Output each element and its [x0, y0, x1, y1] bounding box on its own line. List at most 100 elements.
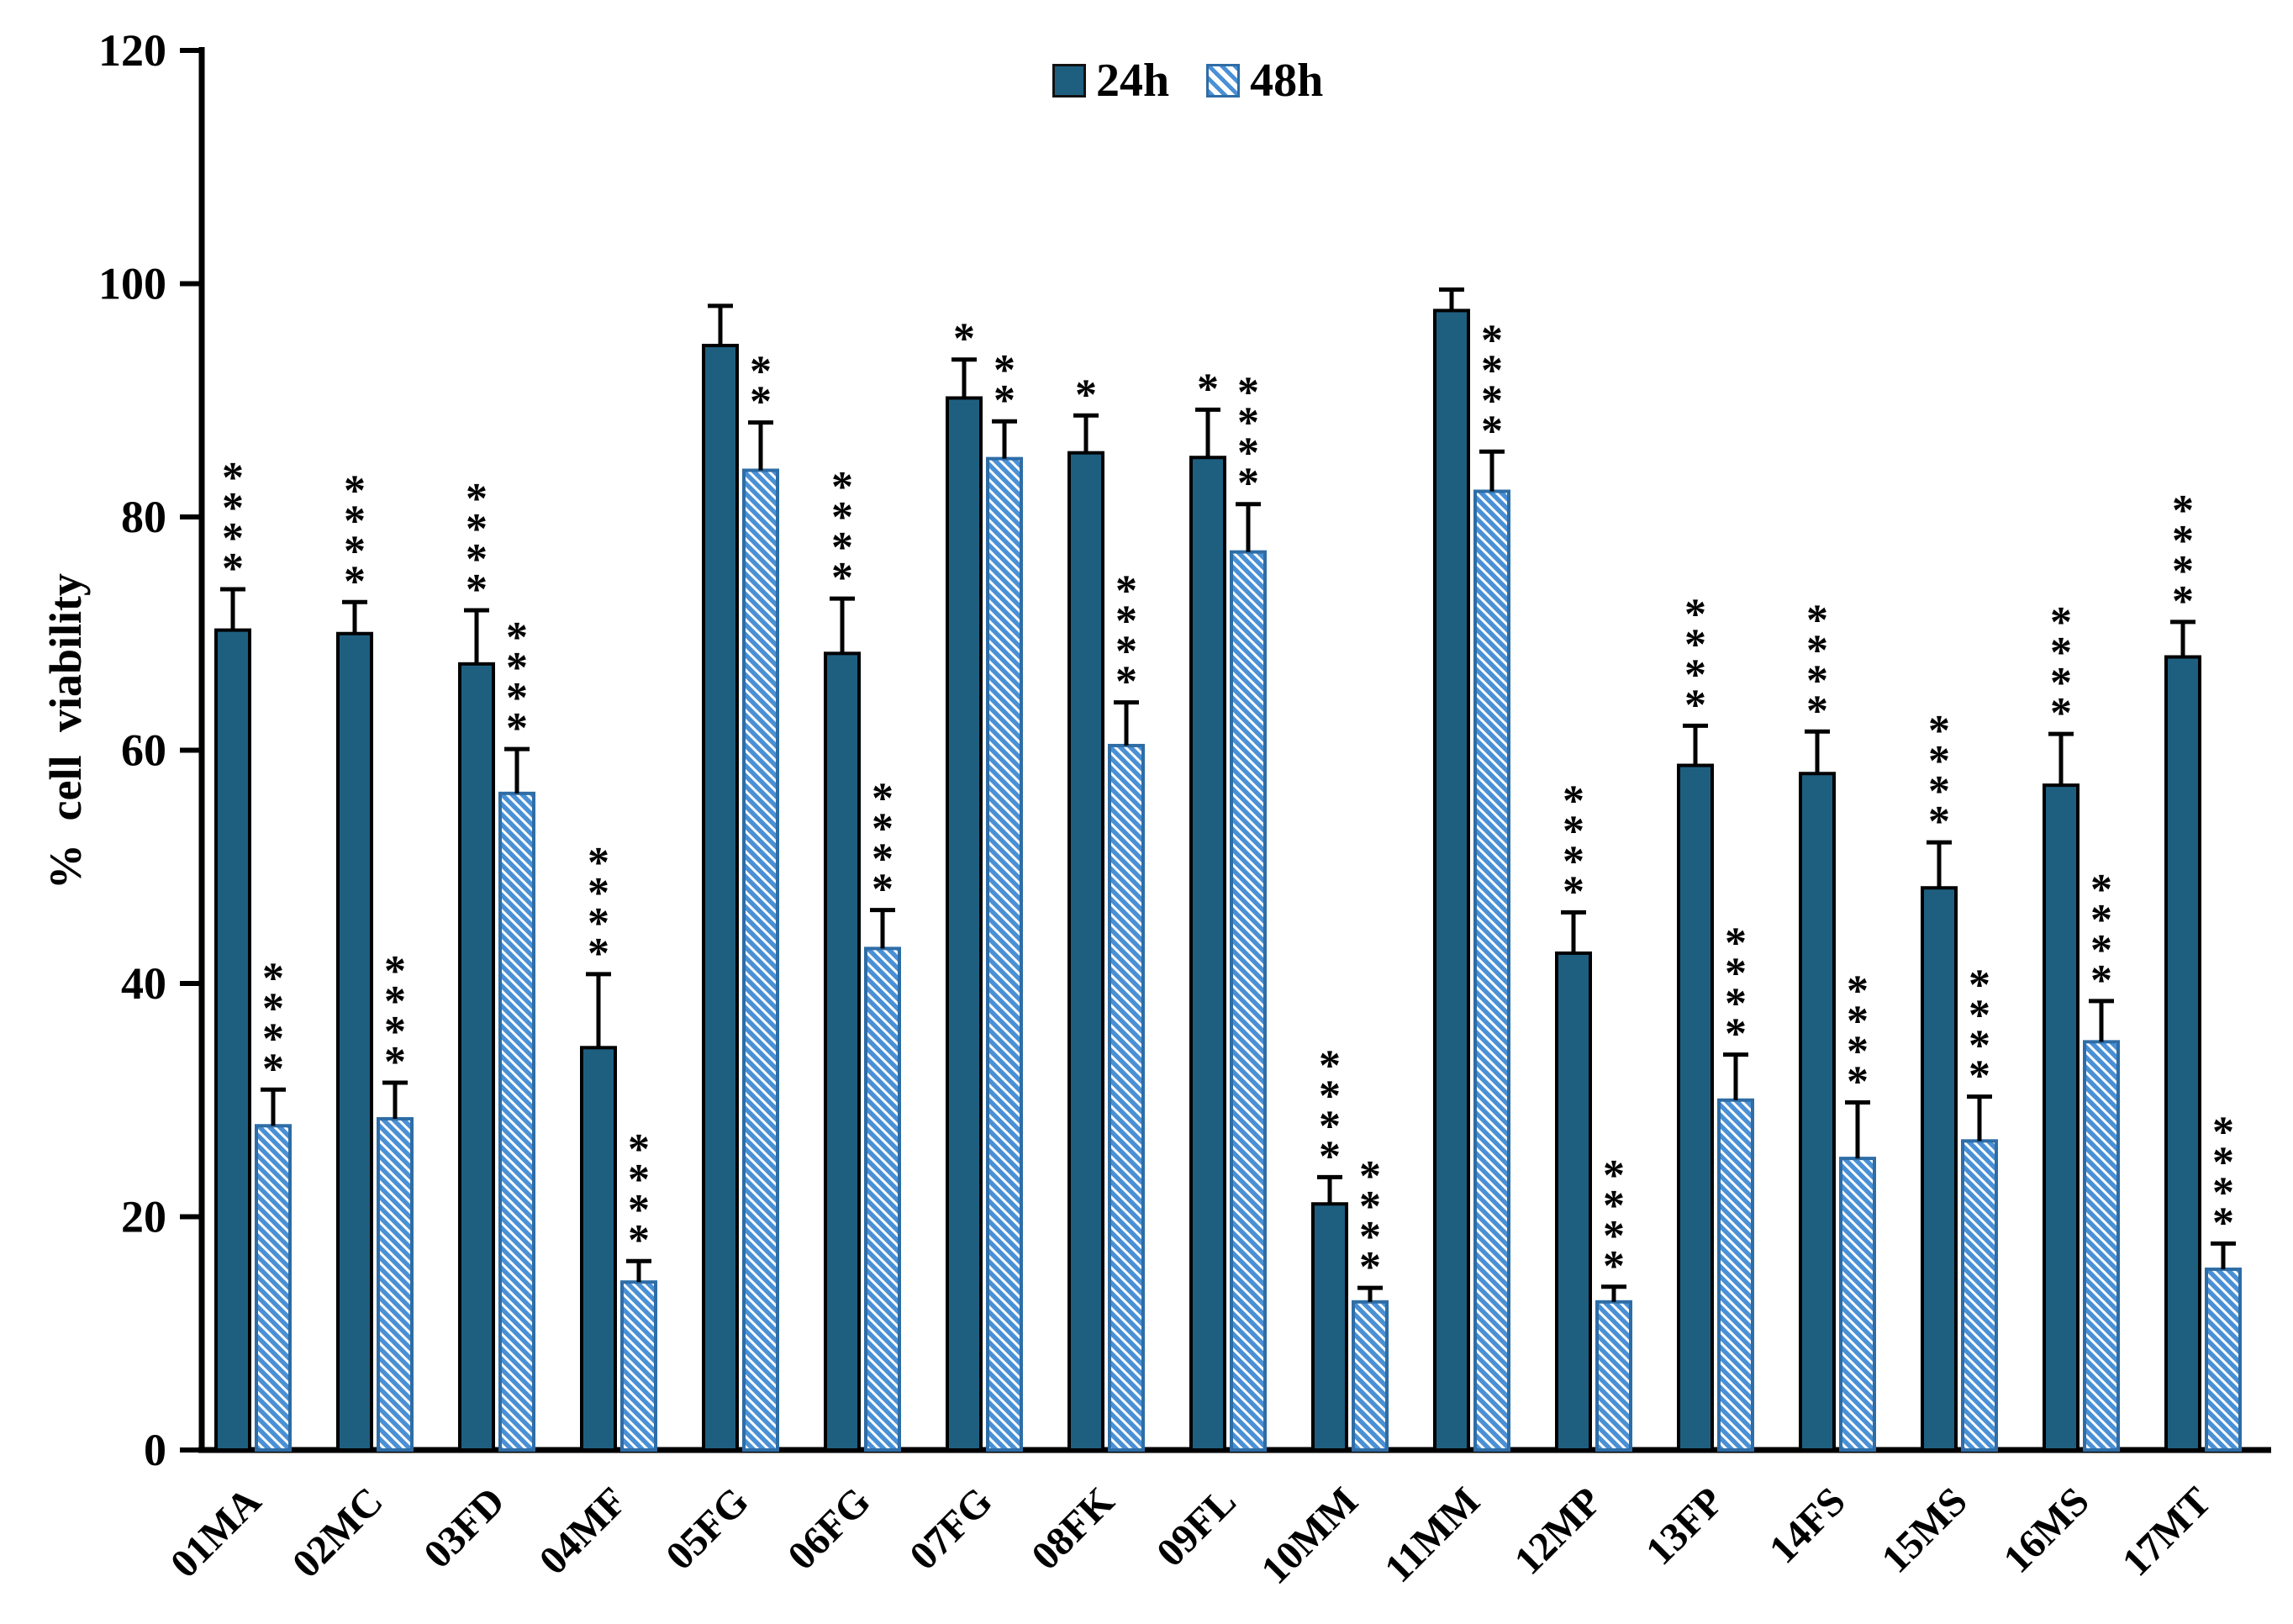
- x-category-label-07FG: 07FG: [901, 1479, 1001, 1579]
- x-category-label-04MF: 04MF: [531, 1479, 635, 1583]
- y-tick-label-20: 20: [121, 1192, 166, 1242]
- y-tick-label-40: 40: [121, 958, 166, 1009]
- x-category-label-05FG: 05FG: [657, 1479, 757, 1579]
- x-category-label-14FS: 14FS: [1761, 1479, 1854, 1572]
- bar-24h-06FG: [824, 651, 861, 1452]
- x-category-label-11MM: 11MM: [1376, 1479, 1489, 1591]
- bar-48h-08FK: [1108, 743, 1145, 1452]
- legend-label-24h: 24h: [1096, 55, 1170, 107]
- y-tick-label-60: 60: [121, 725, 166, 776]
- x-category-label-02MC: 02MC: [284, 1479, 392, 1586]
- bar-48h-14FS: [1839, 1157, 1876, 1452]
- sig-stars-48h-12MP: * * * *: [1603, 1152, 1625, 1290]
- bar-24h-10MM: [1311, 1202, 1348, 1453]
- sig-stars-48h-04MF: * * * *: [628, 1126, 650, 1264]
- bar-48h-03FD: [498, 791, 535, 1452]
- bar-48h-10MM: [1352, 1300, 1389, 1452]
- bar-48h-01MA: [255, 1124, 292, 1453]
- bar-24h-08FK: [1067, 451, 1104, 1452]
- y-tick-label-0: 0: [144, 1425, 166, 1475]
- sig-stars-48h-09FL: * * * *: [1237, 369, 1259, 508]
- bar-24h-17MT: [2164, 655, 2201, 1452]
- bar-24h-15MS: [1921, 886, 1958, 1452]
- sig-stars-48h-14FS: * * * *: [1847, 968, 1869, 1106]
- legend: 24h 48h: [1052, 54, 1323, 108]
- bar-48h-12MP: [1595, 1300, 1632, 1452]
- sig-stars-48h-02MC: * * * *: [384, 947, 406, 1086]
- bar-48h-15MS: [1961, 1139, 1998, 1452]
- sig-stars-48h-11MM: * * * *: [1481, 316, 1503, 455]
- sig-stars-24h-07FG: *: [953, 315, 975, 363]
- sig-stars-24h-13FP: * * * *: [1684, 590, 1706, 729]
- bar-48h-02MC: [377, 1116, 414, 1452]
- bar-48h-13FP: [1717, 1098, 1754, 1452]
- sig-stars-48h-10MM: * * * *: [1359, 1152, 1381, 1291]
- bar-24h-02MC: [336, 631, 373, 1452]
- x-category-label-03FD: 03FD: [415, 1479, 514, 1577]
- bar-48h-16MS: [2083, 1040, 2120, 1452]
- legend-swatch-24h-icon: [1052, 64, 1086, 98]
- sig-stars-24h-15MS: * * * *: [1928, 707, 1950, 846]
- x-category-label-16MS: 16MS: [1995, 1479, 2097, 1581]
- bar-48h-04MF: [620, 1280, 657, 1452]
- sig-stars-24h-02MC: * * * *: [344, 467, 366, 605]
- bar-48h-11MM: [1473, 489, 1510, 1452]
- x-category-label-06FG: 06FG: [779, 1479, 879, 1579]
- legend-label-48h: 48h: [1250, 55, 1324, 107]
- bar-48h-17MT: [2205, 1267, 2242, 1452]
- bar-24h-13FP: [1677, 763, 1714, 1452]
- legend-item-48h: 48h: [1206, 54, 1323, 108]
- y-tick-label-80: 80: [121, 492, 166, 542]
- bar-24h-12MP: [1555, 951, 1592, 1453]
- sig-stars-48h-16MS: * * * *: [2090, 866, 2112, 1004]
- x-category-label-01MA: 01MA: [162, 1479, 270, 1586]
- y-tick-label-100: 100: [98, 259, 166, 309]
- x-category-label-12MP: 12MP: [1506, 1479, 1610, 1583]
- bar-24h-05FG: [702, 344, 739, 1453]
- sig-stars-24h-09FL: *: [1197, 365, 1219, 413]
- sig-stars-48h-01MA: * * * *: [262, 954, 284, 1093]
- sig-stars-24h-12MP: * * * *: [1563, 777, 1584, 915]
- sig-stars-48h-17MT: * * * *: [2212, 1108, 2234, 1247]
- x-category-label-10MM: 10MM: [1252, 1479, 1366, 1592]
- x-category-label-17MT: 17MT: [2114, 1479, 2220, 1584]
- bar-24h-11MM: [1433, 308, 1470, 1453]
- sig-stars-24h-04MF: * * * *: [588, 839, 609, 978]
- x-category-label-15MS: 15MS: [1873, 1479, 1975, 1581]
- x-category-label-09FL: 09FL: [1148, 1479, 1245, 1575]
- bar-24h-01MA: [214, 628, 251, 1452]
- sig-stars-48h-08FK: * * * *: [1115, 567, 1137, 706]
- sig-stars-24h-14FS: * * * *: [1806, 596, 1828, 735]
- bar-24h-04MF: [580, 1046, 617, 1452]
- bar-48h-09FL: [1230, 550, 1267, 1452]
- bar-48h-06FG: [864, 946, 901, 1452]
- bar-24h-07FG: [946, 396, 983, 1453]
- sig-stars-24h-01MA: * * * *: [222, 454, 244, 593]
- sig-stars-24h-03FD: * * * *: [466, 475, 488, 614]
- sig-stars-48h-15MS: * * * *: [1969, 962, 1990, 1100]
- sig-stars-24h-17MT: * * * *: [2172, 487, 2194, 625]
- bar-24h-09FL: [1189, 456, 1226, 1452]
- sig-stars-48h-03FD: * * * *: [506, 614, 528, 752]
- x-category-label-13FP: 13FP: [1637, 1479, 1732, 1574]
- bar-24h-14FS: [1799, 772, 1836, 1452]
- x-category-label-08FK: 08FK: [1023, 1479, 1123, 1579]
- legend-item-24h: 24h: [1052, 54, 1169, 108]
- legend-swatch-48h-icon: [1206, 64, 1241, 98]
- y-axis-title: % cell viability: [40, 573, 91, 889]
- sig-stars-24h-06FG: * * * *: [831, 463, 853, 602]
- bar-24h-03FD: [458, 662, 495, 1452]
- sig-stars-24h-10MM: * * * *: [1319, 1041, 1341, 1180]
- sig-stars-48h-06FG: * * * *: [872, 775, 893, 914]
- sig-stars-24h-16MS: * * * *: [2050, 598, 2072, 737]
- sig-stars-48h-07FG: * *: [994, 346, 1015, 424]
- bar-48h-07FG: [986, 456, 1023, 1452]
- sig-stars-48h-13FP: * * * *: [1725, 920, 1747, 1058]
- bar-48h-05FG: [742, 468, 779, 1452]
- bar-24h-16MS: [2043, 783, 2080, 1452]
- y-tick-label-120: 120: [98, 25, 166, 76]
- sig-stars-48h-05FG: * *: [750, 348, 772, 426]
- sig-stars-24h-08FK: *: [1075, 371, 1097, 419]
